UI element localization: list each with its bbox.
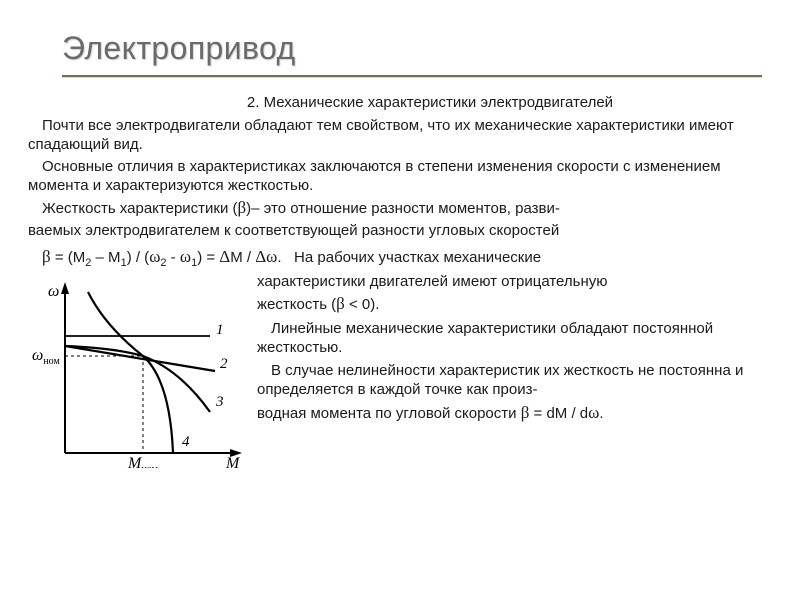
omega-deriv: ω [588, 403, 599, 422]
f-e: ) = [197, 249, 219, 266]
beta-neg: β [336, 294, 345, 313]
p9c: . [599, 405, 603, 422]
section-subheader: 2. Механические характеристики электродв… [88, 93, 772, 112]
para-7: Линейные механические характеристики обл… [257, 319, 772, 357]
two-column: ω М ωном Мном 1 2 3 4 [28, 272, 772, 468]
omega2: ω [149, 247, 160, 266]
para-9: водная момента по угловой скорости β = d… [257, 402, 772, 424]
curve-2 [65, 346, 215, 371]
para-5: характеристики двигателей имеют отрицате… [257, 272, 772, 291]
title-wrap: Электропривод [62, 30, 772, 67]
p3b-text: )– это отношение разности моментов, разв… [246, 200, 560, 217]
curve-label-4: 4 [182, 434, 190, 450]
x-axis-label: М [225, 455, 241, 468]
delta-m: Δ [219, 247, 230, 266]
f-b: – М [91, 249, 120, 266]
p6a: жесткость ( [257, 296, 336, 313]
omega-f: ω [266, 247, 277, 266]
p3a-text: Жесткость характеристики ( [42, 200, 238, 217]
omega-nom-label: ωном [32, 347, 60, 367]
title-underline [62, 75, 762, 77]
curve-label-3: 3 [215, 394, 224, 410]
para-3-line2: ваемых электродвигателем к соответствующ… [28, 221, 772, 240]
p9a: водная момента по угловой скорости [257, 405, 521, 422]
delta-o: Δ [255, 247, 266, 266]
mechanical-chart: ω М ωном Мном 1 2 3 4 [30, 278, 248, 468]
text-column: характеристики двигателей имеют отрицате… [255, 272, 772, 425]
curve-label-1: 1 [216, 322, 224, 338]
beta-symbol: β [238, 198, 247, 217]
para-2: Основные отличия в характеристиках заклю… [28, 157, 772, 195]
para-6: жесткость (β < 0). [257, 293, 772, 315]
formula-line: β = (М2 – М1) / (ω2 - ω1) = ΔМ / Δω. На … [28, 246, 772, 270]
f-f: М / [230, 249, 255, 266]
para-3-line1: Жесткость характеристики (β)– это отноше… [28, 197, 772, 219]
omega1: ω [180, 247, 191, 266]
m-nom-label: Мном [127, 455, 158, 468]
f-g: . [277, 249, 281, 266]
p4-tail: На рабочих участках механические [294, 249, 541, 266]
y-arrow [61, 282, 69, 294]
y-axis-label: ω [48, 283, 59, 300]
p6b: < 0). [345, 296, 380, 313]
beta-formula: β [42, 247, 51, 266]
f-a: = (М [51, 249, 86, 266]
f-d: - [167, 249, 180, 266]
p9b: = dМ / d [529, 405, 588, 422]
content: 2. Механические характеристики электродв… [28, 93, 772, 468]
chart-column: ω М ωном Мном 1 2 3 4 [28, 272, 255, 468]
slide-title: Электропривод [62, 30, 296, 66]
slide: Электропривод 2. Механические характерис… [0, 0, 800, 600]
para-1: Почти все электродвигатели обладают тем … [28, 116, 772, 154]
para-8: В случае нелинейности характеристик их ж… [257, 361, 772, 399]
curve-4 [88, 292, 173, 453]
curve-label-2: 2 [220, 356, 228, 372]
f-c: ) / ( [127, 249, 150, 266]
